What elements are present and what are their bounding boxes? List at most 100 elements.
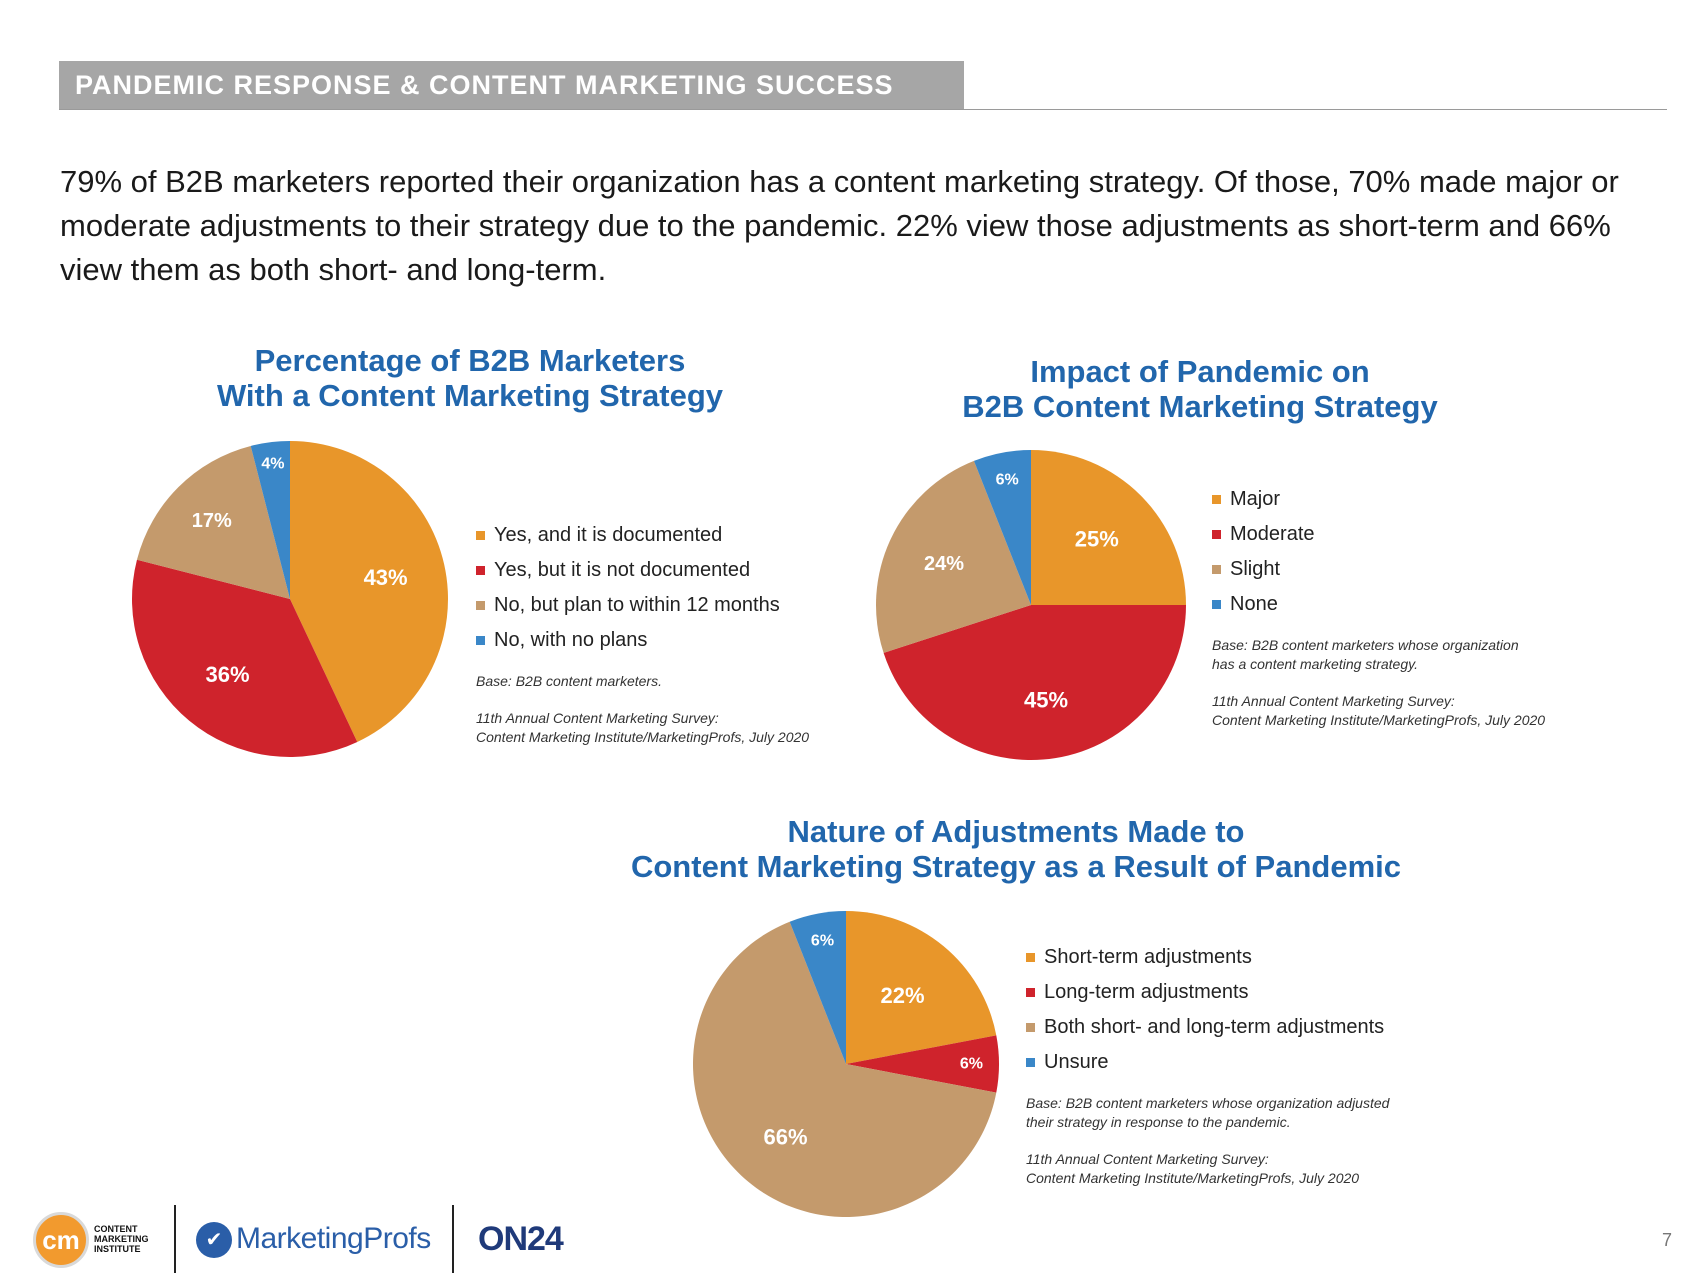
chart2-legend: Major Moderate Slight None Base: B2B con…	[1212, 482, 1545, 730]
pie-slice	[846, 911, 997, 1064]
on24-logo: ON24	[478, 1220, 564, 1258]
cmi-logo: cm	[33, 1212, 89, 1268]
pie-slice-label: 36%	[206, 662, 250, 687]
chart1-legend: Yes, and it is documented Yes, but it is…	[476, 518, 809, 747]
legend-item: Slight	[1212, 552, 1545, 587]
chart1-pie: 43% 36% 17% 4%	[132, 441, 449, 757]
page-number: 7	[1662, 1230, 1673, 1250]
legend-item: Major	[1212, 482, 1545, 517]
legend-item: Yes, and it is documented	[476, 518, 809, 553]
pie-slice-label: 6%	[811, 932, 834, 949]
logo-divider	[452, 1205, 454, 1273]
legend-item: No, but plan to within 12 months	[476, 588, 809, 623]
source-line: Content Marketing Institute/MarketingPro…	[1212, 712, 1546, 728]
source-line: 11th Annual Content Marketing Survey:	[476, 710, 719, 726]
legend-label: Unsure	[1044, 1051, 1109, 1073]
legend-label: Both short- and long-term adjustments	[1044, 1016, 1385, 1038]
pie-slice-label: 22%	[881, 983, 925, 1008]
legend-item: Long-term adjustments	[1026, 975, 1389, 1010]
chart1-title-line2: With a Content Marketing Strategy	[216, 378, 724, 413]
legend-label: No, with no plans	[494, 629, 648, 651]
source-line: 11th Annual Content Marketing Survey:	[1026, 1151, 1269, 1167]
legend-label: Moderate	[1230, 523, 1315, 545]
legend-swatch	[476, 566, 485, 575]
chart3-source: 11th Annual Content Marketing Survey: Co…	[1026, 1150, 1389, 1188]
pie-slice	[876, 460, 1031, 653]
pie-slice	[846, 1035, 999, 1093]
legend-item: Yes, but it is not documented	[476, 553, 809, 588]
legend-item: Unsure	[1026, 1045, 1389, 1080]
legend-swatch	[476, 601, 485, 610]
source-line: Content Marketing Institute/MarketingPro…	[476, 729, 810, 745]
chart2-title-line1: Impact of Pandemic on	[1030, 354, 1370, 389]
pie-slice-label: 24%	[924, 553, 964, 575]
legend-label: Yes, but it is not documented	[494, 559, 751, 581]
cmi-line: INSTITUTE	[94, 1244, 141, 1254]
legend-item: Short-term adjustments	[1026, 940, 1389, 975]
marketingprofs-logo: MarketingProfs	[236, 1222, 431, 1255]
chart2-base-note: Base: B2B content marketers whose organi…	[1212, 636, 1545, 674]
pie-slice-label: 6%	[960, 1056, 983, 1073]
legend-label: Short-term adjustments	[1044, 946, 1252, 968]
legend-swatch	[1026, 988, 1035, 997]
legend-label: Major	[1230, 488, 1281, 510]
pie-slice-label: 6%	[996, 472, 1019, 489]
footer-logos: cm CONTENT MARKETING INSTITUTE ✔ Marketi…	[30, 1200, 630, 1280]
header-rule	[59, 109, 1667, 110]
marketingprofs-icon: ✔	[196, 1222, 232, 1258]
chart3-pie: 22% 6% 66% 6%	[693, 911, 999, 1217]
chart2-source: 11th Annual Content Marketing Survey: Co…	[1212, 692, 1545, 730]
pie-slice	[250, 441, 290, 599]
chart3-title-line2: Content Marketing Strategy as a Result o…	[630, 849, 1401, 884]
legend-label: None	[1230, 593, 1278, 615]
legend-swatch	[476, 636, 485, 645]
source-line: Content Marketing Institute/MarketingPro…	[1026, 1170, 1360, 1186]
cmi-wordmark: CONTENT MARKETING INSTITUTE	[94, 1224, 164, 1254]
pie-slice	[693, 921, 997, 1217]
chart3-base-note: Base: B2B content marketers whose organi…	[1026, 1094, 1389, 1132]
cmi-line: MARKETING	[94, 1234, 149, 1244]
pie-slice	[290, 441, 449, 742]
base-note-line: their strategy in response to the pandem…	[1026, 1114, 1291, 1130]
pie-slice	[136, 445, 290, 599]
pie-slice-label: 43%	[364, 565, 408, 590]
legend-swatch	[1212, 600, 1221, 609]
cmi-line: CONTENT	[94, 1224, 138, 1234]
base-note-line: has a content marketing strategy.	[1212, 656, 1418, 672]
legend-item: None	[1212, 587, 1545, 622]
pie-slice-label: 45%	[1024, 687, 1068, 712]
pie-slice-label: 4%	[261, 456, 284, 473]
legend-item: Moderate	[1212, 517, 1545, 552]
legend-label: No, but plan to within 12 months	[494, 594, 780, 616]
legend-label: Long-term adjustments	[1044, 981, 1249, 1003]
legend-swatch	[1212, 495, 1221, 504]
intro-paragraph: 79% of B2B marketers reported their orga…	[60, 164, 1619, 287]
pie-slice	[973, 450, 1031, 605]
legend-label: Slight	[1230, 558, 1281, 580]
chart1-title-line1: Percentage of B2B Marketers	[254, 343, 686, 378]
pie-slice	[883, 605, 1186, 760]
chart2-pie: 25% 45% 24% 6%	[876, 450, 1186, 760]
pie-slice-label: 66%	[764, 1125, 808, 1150]
chart1-base-note: Base: B2B content marketers.	[476, 673, 662, 689]
chart1-title: Percentage of B2B Marketers With a Conte…	[170, 343, 770, 413]
legend-swatch	[1026, 1058, 1035, 1067]
logo-divider	[174, 1205, 176, 1273]
pie-slice	[789, 911, 846, 1064]
legend-swatch	[1026, 1023, 1035, 1032]
pie-slice	[1031, 450, 1186, 605]
base-note-line: Base: B2B content marketers whose organi…	[1026, 1095, 1390, 1111]
chart1-source: 11th Annual Content Marketing Survey: Co…	[476, 709, 809, 747]
source-line: 11th Annual Content Marketing Survey:	[1212, 693, 1455, 709]
pie-slice-label: 17%	[192, 510, 232, 532]
pie-slice	[132, 559, 358, 757]
chart3-title: Nature of Adjustments Made to Content Ma…	[566, 814, 1466, 884]
section-header: PANDEMIC RESPONSE & CONTENT MARKETING SU…	[59, 61, 964, 109]
chart3-title-line1: Nature of Adjustments Made to	[787, 814, 1245, 849]
base-note-line: Base: B2B content marketers whose organi…	[1212, 637, 1519, 653]
legend-item: Both short- and long-term adjustments	[1026, 1010, 1389, 1045]
pie-slice-label: 25%	[1075, 527, 1119, 552]
legend-label: Yes, and it is documented	[494, 524, 723, 546]
legend-swatch	[476, 531, 485, 540]
legend-item: No, with no plans	[476, 623, 809, 658]
